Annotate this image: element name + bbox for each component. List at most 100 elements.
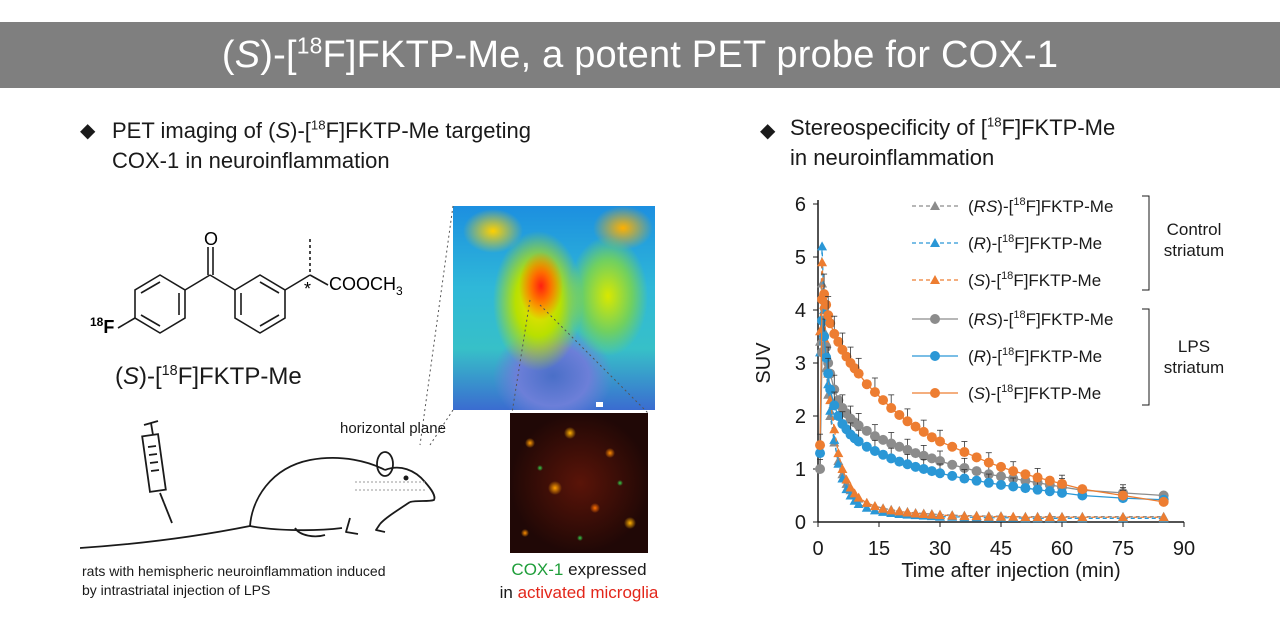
data-point: [918, 464, 929, 474]
data-point: [823, 310, 834, 321]
stereo-center-label: *: [304, 279, 311, 299]
data-point: [853, 492, 864, 502]
horizontal-plane-label: horizontal plane: [340, 420, 446, 437]
x-tick-label: 90: [1173, 538, 1195, 560]
data-point: [926, 432, 937, 443]
data-point: [910, 448, 921, 459]
data-point: [1158, 512, 1169, 522]
data-point: [971, 475, 982, 486]
data-point: [1032, 512, 1043, 522]
data-point: [983, 477, 994, 488]
data-point: [1032, 472, 1043, 483]
data-point: [861, 379, 872, 390]
data-point: [853, 436, 864, 447]
data-point: [823, 368, 834, 379]
data-point: [971, 511, 982, 521]
data-point: [983, 511, 994, 521]
compound-name: (S)-[18F]FKTP-Me: [115, 363, 302, 390]
data-point: [983, 457, 994, 468]
data-point: [819, 331, 830, 342]
data-point: [959, 462, 970, 473]
data-point: [833, 411, 844, 421]
x-axis-label: Time after injection (min): [901, 560, 1120, 582]
data-point: [815, 464, 826, 474]
data-point: [886, 438, 897, 449]
data-point: [935, 468, 945, 479]
legend-marker: [930, 314, 940, 324]
data-point: [894, 506, 905, 516]
data-point: [996, 479, 1006, 490]
data-point: [878, 395, 889, 406]
data-point: [935, 436, 945, 447]
syringe-icon: [141, 420, 173, 524]
group-label: striatum: [1164, 241, 1224, 260]
data-point: [821, 352, 832, 363]
legend-label: (S)-[18F]FKTP-Me: [968, 383, 1101, 403]
fluorine-label: 18F: [90, 315, 114, 337]
data-point: [902, 416, 913, 427]
data-point: [1057, 512, 1067, 522]
bullet-diamond-icon: ◆: [760, 120, 776, 142]
data-point: [894, 456, 905, 467]
data-point: [996, 461, 1006, 472]
title-banner: (S)-[18F]FKTP-Me, a potent PET probe for…: [0, 22, 1280, 88]
carbonyl-oxygen: O: [204, 229, 218, 249]
data-point: [902, 459, 913, 470]
data-point: [959, 511, 970, 521]
data-point: [947, 441, 958, 452]
legend-label: (R)-[18F]FKTP-Me: [968, 233, 1102, 253]
data-point: [971, 452, 982, 463]
data-point: [817, 241, 828, 251]
y-axis-label: SUV: [753, 342, 775, 384]
data-point: [918, 426, 929, 437]
page-title: (S)-[18F]FKTP-Me, a potent PET probe for…: [221, 32, 1059, 76]
data-point: [1020, 512, 1031, 522]
y-tick-label: 1: [795, 459, 806, 481]
x-tick-label: 75: [1112, 538, 1134, 560]
legend-label: (RS)-[18F]FKTP-Me: [968, 309, 1113, 329]
data-point: [825, 384, 836, 395]
data-point: [861, 497, 872, 507]
data-point: [947, 470, 958, 481]
data-point: [861, 441, 872, 452]
data-point: [902, 507, 913, 517]
x-tick-label: 60: [1051, 538, 1073, 560]
legend-marker: [930, 388, 940, 398]
data-point: [926, 453, 937, 464]
data-point: [947, 459, 958, 470]
rat-caption: rats with hemispheric neuroinflammation …: [82, 563, 386, 598]
data-point: [815, 448, 826, 459]
data-point: [869, 445, 880, 456]
x-tick-label: 45: [990, 538, 1012, 560]
y-tick-label: 6: [795, 194, 806, 216]
series-line: [819, 262, 1164, 518]
y-tick-label: 5: [795, 247, 806, 269]
data-point: [825, 318, 836, 329]
data-point: [886, 505, 897, 515]
group-label: Control: [1167, 220, 1222, 239]
bullet-diamond-icon: ◆: [80, 120, 96, 142]
data-point: [821, 299, 832, 310]
data-point: [1118, 512, 1128, 522]
data-point: [959, 473, 970, 484]
data-point: [947, 510, 958, 520]
data-point: [817, 257, 828, 267]
data-point: [833, 448, 844, 458]
legend-marker: [930, 201, 940, 210]
y-tick-label: 3: [795, 353, 806, 375]
data-point: [1158, 496, 1169, 507]
data-point: [894, 409, 905, 420]
data-point: [878, 449, 889, 460]
data-point: [869, 431, 880, 442]
data-point: [825, 405, 836, 415]
scale-marker: [596, 402, 603, 407]
data-point: [1077, 512, 1088, 522]
data-point: [829, 328, 840, 339]
data-point: [861, 502, 872, 512]
data-point: [815, 440, 826, 451]
group-bracket: [1142, 308, 1150, 406]
data-point: [1044, 486, 1055, 497]
rat-eye: [403, 475, 409, 481]
data-point: [1020, 483, 1031, 494]
